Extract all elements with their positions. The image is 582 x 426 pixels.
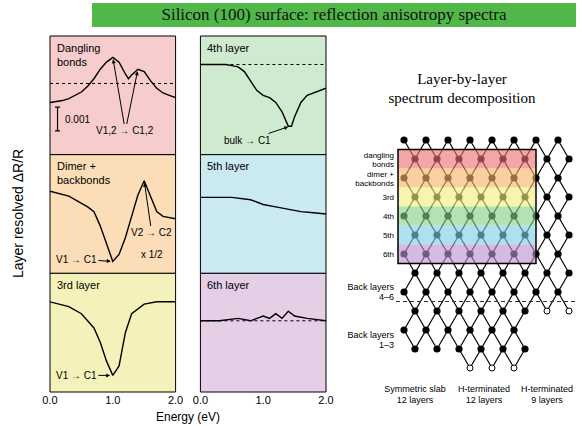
svg-text:V2 → C2: V2 → C2 [131, 227, 172, 238]
svg-text:1.0: 1.0 [256, 394, 271, 406]
svg-text:6th layer: 6th layer [207, 279, 250, 291]
svg-text:2.0: 2.0 [318, 394, 333, 406]
svg-text:1.0: 1.0 [105, 394, 120, 406]
svg-text:0.0: 0.0 [193, 394, 208, 406]
svg-text:V1 → C1: V1 → C1 [56, 254, 97, 265]
svg-text:5th layer: 5th layer [207, 160, 250, 172]
svg-text:Dimer +backbonds: Dimer +backbonds [57, 160, 111, 186]
svg-text:dimer +backbonds: dimer +backbonds [355, 170, 394, 188]
svg-text:Layer resolved ΔR/R: Layer resolved ΔR/R [10, 149, 26, 278]
svg-text:Back layers4–6: Back layers4–6 [347, 282, 394, 302]
svg-text:Energy (eV): Energy (eV) [156, 410, 220, 424]
svg-text:Back layers1–3: Back layers1–3 [347, 330, 394, 350]
svg-text:4th layer: 4th layer [207, 42, 250, 54]
svg-text:danglingbonds: danglingbonds [364, 151, 394, 169]
svg-text:3rd: 3rd [382, 193, 394, 202]
svg-text:V1,2 → C1,2: V1,2 → C1,2 [96, 125, 154, 136]
svg-text:0.001: 0.001 [65, 114, 90, 125]
svg-text:x 1/2: x 1/2 [141, 249, 163, 260]
svg-text:H-terminated9 layers: H-terminated9 layers [521, 384, 573, 405]
html-text:Silicon (100) surface: reflect: Silicon (100) surface: reflection anisot… [161, 5, 507, 24]
svg-text:0.0: 0.0 [42, 394, 57, 406]
svg-text:5th: 5th [383, 231, 394, 240]
svg-text:V1,2 → C1,2: V1,2 → C1,2 [96, 125, 154, 136]
svg-text:V1 → C1: V1 → C1 [56, 370, 97, 381]
svg-text:4th: 4th [383, 212, 394, 221]
svg-text:2.0: 2.0 [168, 394, 183, 406]
svg-text:bulk → C1: bulk → C1 [224, 135, 271, 146]
svg-text:6th: 6th [383, 250, 394, 259]
svg-text:Symmetric slab12 layers: Symmetric slab12 layers [384, 384, 446, 405]
svg-text:H-terminated12 layers: H-terminated12 layers [458, 384, 510, 405]
svg-text:Layer-by-layerspectrum decompo: Layer-by-layerspectrum decomposition [388, 71, 536, 106]
svg-text:3rd layer: 3rd layer [57, 279, 100, 291]
svg-text:Danglingbonds: Danglingbonds [57, 42, 100, 68]
